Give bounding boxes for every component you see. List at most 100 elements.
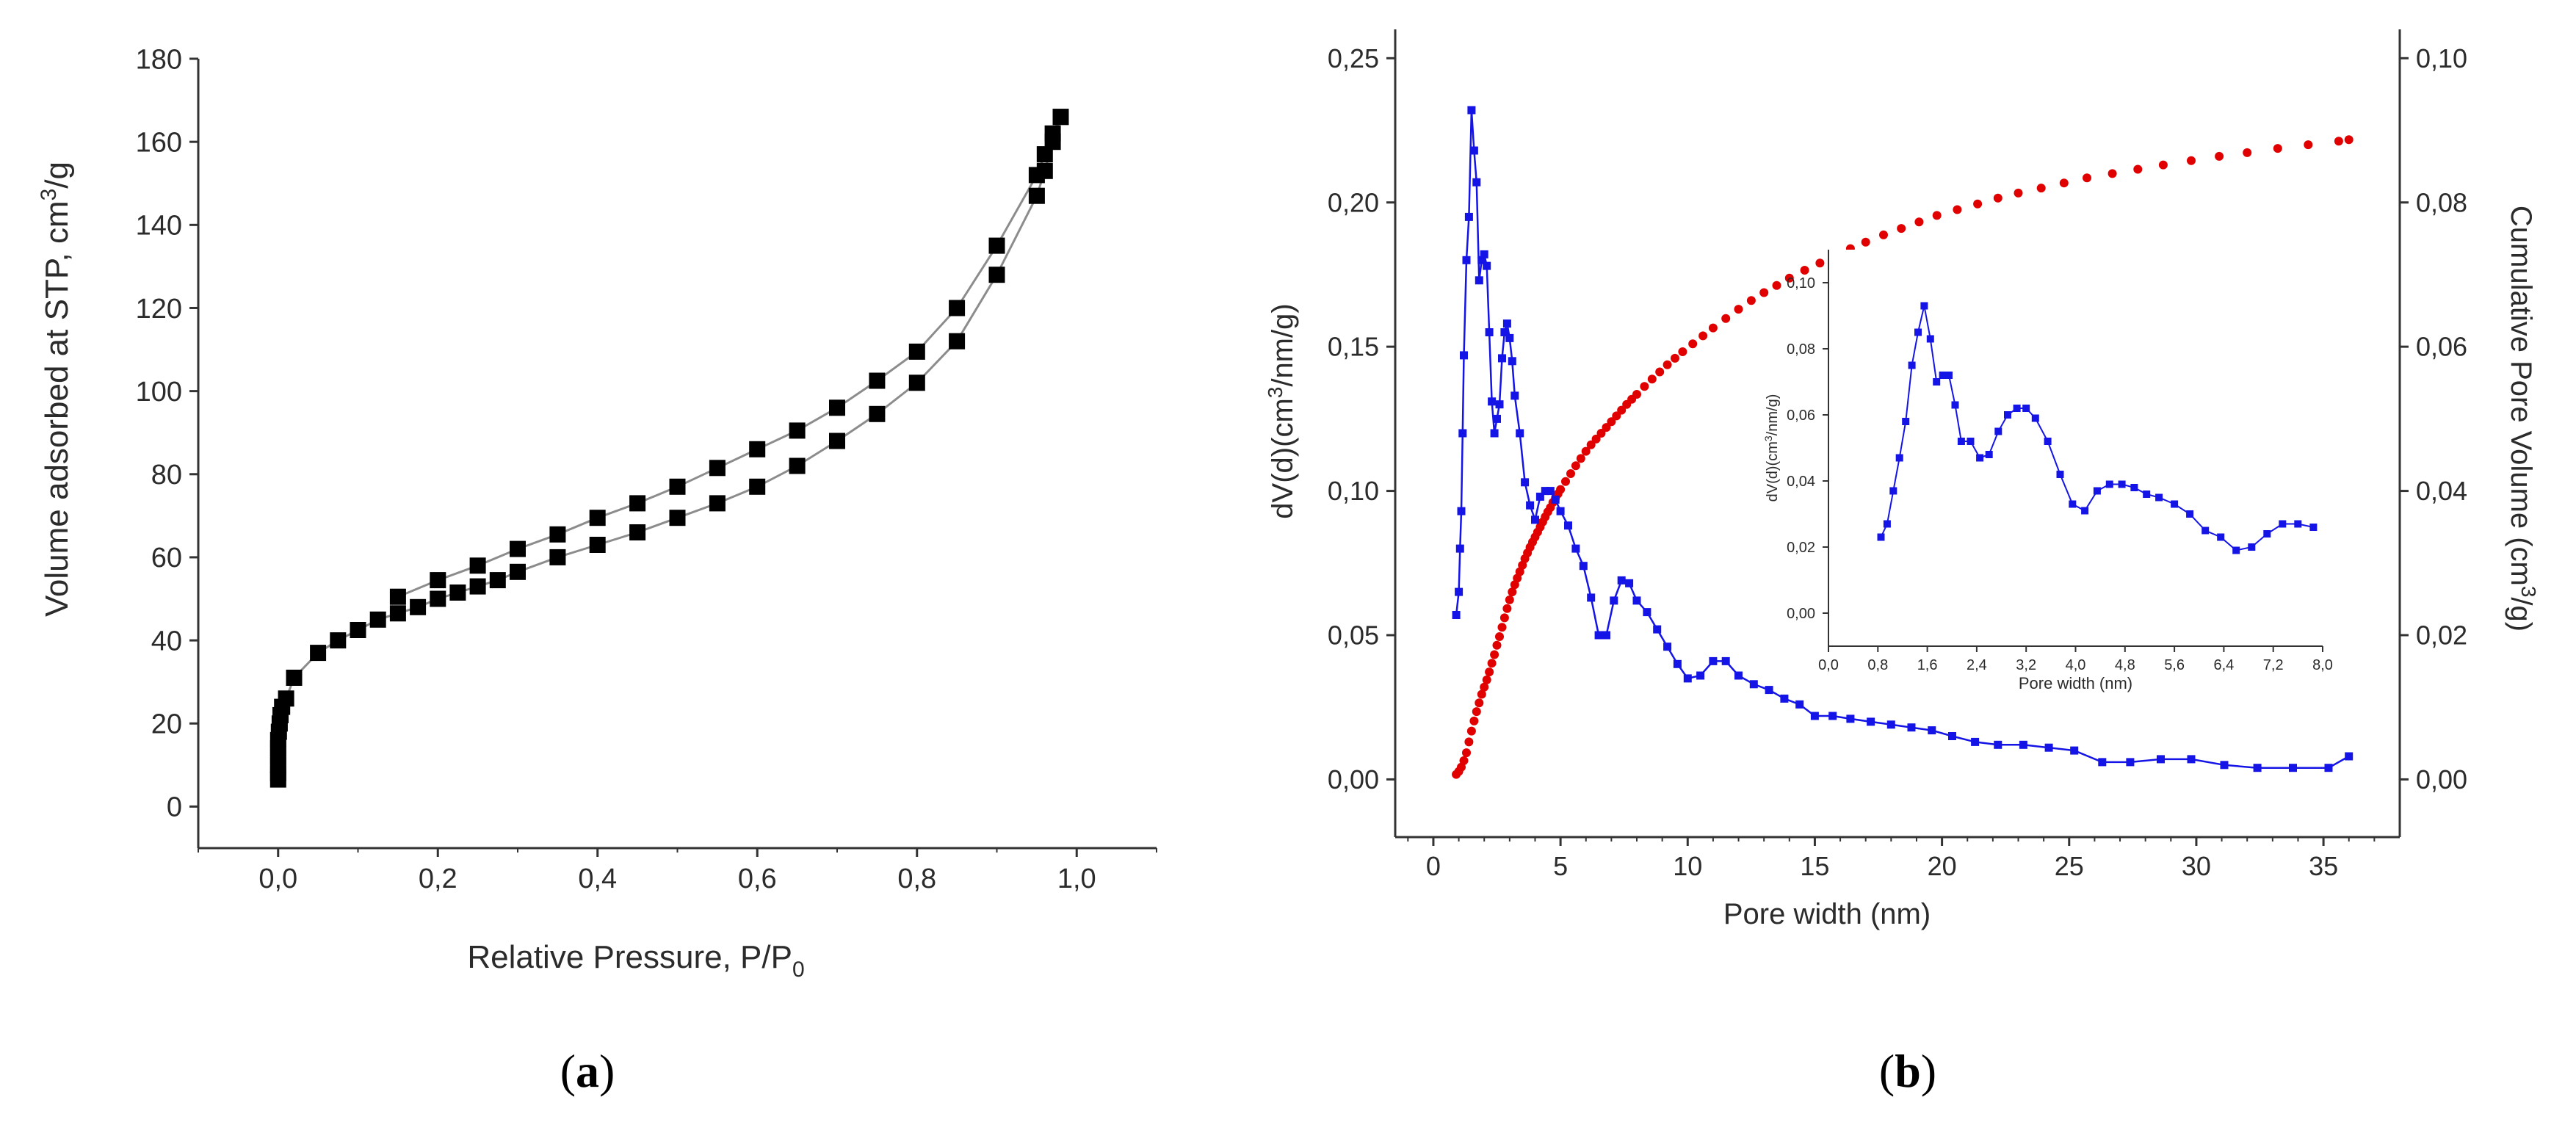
panel-b-psd-point [1475,276,1483,285]
inset-psd-point [2093,487,2101,495]
panel-b-cumulative-point [1581,446,1591,456]
panel-a-y-tick-label: 100 [136,377,182,408]
panel-b-cumulative-point [1879,230,1888,239]
inset-y-label-part: /nm/g) [1765,394,1781,436]
panel-a-y-tick-label: 140 [136,211,182,242]
panel-a-adsorption-point [430,590,446,607]
panel-b-psd-point [2220,761,2229,770]
panel-b-cumulative-point [1477,690,1486,699]
panel-a-adsorption-point [629,524,646,540]
panel-b-cumulative-point [1612,411,1621,421]
panel-b-psd-point [1488,397,1497,406]
panel-a-desorption-point [669,478,686,495]
inset-x-tick-label: 5,6 [2164,657,2185,673]
panel-b-psd-point [1498,354,1506,363]
panel-b-psd-point [2345,752,2354,761]
panel-b-psd-point [1971,737,1980,746]
panel-b-psd-point [1521,478,1530,487]
panel-b-cumulative-point [2158,160,2168,170]
panel-b-psd-point [1477,256,1486,264]
panel-b-cumulative-point [1632,390,1641,399]
inset-y-label-part: dV(d)(cm [1765,441,1781,502]
panel-b-cumulative-point [1759,288,1769,297]
panel-b-inset-chart: 0,0 0,8 1,6 2,4 3,2 4,0 4,8 5,6 6,4 7,2 8,0 0,00 0,0… [1762,250,2333,692]
panel-b-psd-point [1617,576,1626,584]
inset-y-tick-label: 0,02 [1787,540,1815,556]
panel-b-psd-point [1734,671,1743,680]
panel-b-cumulative-point [2304,140,2313,150]
panel-a-adsorption-point [988,267,1005,283]
panel-a-adsorption-point [949,333,966,350]
panel-a-chart: 0,0 0,2 0,4 0,6 0,8 1,0 0 20 40 60 80 100 120 140 160 1… [136,44,1157,894]
panel-a-desorption-point [389,588,406,605]
panel-b-cumulative-point [1897,224,1906,234]
panel-b-y2-tick-label: 0,08 [2416,187,2467,217]
panel-b-psd-point [2098,758,2107,767]
inset-y-tick-label: 0,00 [1787,606,1815,622]
panel-b-psd-point [2044,743,2053,752]
panel-b-psd-point [2126,758,2135,767]
panel-b-y2-tick-label: 0,10 [2416,43,2467,73]
panel-a-y-tick-label: 0 [167,792,182,823]
panel-a-adsorption-point [469,578,486,595]
inset-psd-point [2031,414,2039,422]
panel-b-psd-point [1458,429,1467,438]
panel-b-cumulative-point [1861,237,1870,247]
panel-b-x-tick-label: 15 [1800,851,1829,881]
panel-a-adsorption-point [749,478,766,495]
panel-b-cumulative-point [2014,188,2023,198]
panel-a-adsorption-point [310,645,327,662]
panel-b-psd-point [1828,712,1837,720]
panel-b-psd-point [1452,611,1461,619]
inset-psd-point [1945,372,1953,379]
panel-a-adsorption-point [330,632,347,649]
panel-b-psd-point [1485,328,1494,336]
panel-a-desorption-point [1028,167,1045,184]
inset-background [1828,250,2323,646]
inset-psd-point [2217,533,2225,541]
inset-psd-point [1877,533,1885,541]
panel-a-desorption-point [949,300,966,316]
panel-b-cumulative-point [1485,667,1494,677]
panel-b-cumulative-point [1914,217,1924,227]
panel-b-cumulative-point [1746,296,1756,305]
panel-b-cumulative-point [1698,331,1708,341]
inset-psd-point [1933,378,1941,386]
panel-b-x-tick-label: 0 [1426,851,1441,881]
panel-b-cumulative-point [1932,211,1942,220]
panel-b-psd-point [1749,680,1758,689]
panel-b-psd-point [2019,740,2027,749]
panel-b-cumulative-point [1671,353,1679,363]
panel-b-psd-point [1508,357,1516,366]
panel-a-desorption-line [397,116,1062,598]
panel-b-cumulative-point [2334,137,2343,146]
panel-b-psd-point [1683,674,1692,683]
panel-b-psd-point [1483,261,1491,270]
panel-b-cumulative-point [1602,423,1611,432]
panel-b-cumulative-point [1655,367,1665,377]
inset-psd-point [2201,526,2210,535]
panel-b-cumulative-point [1495,632,1504,641]
inset-psd-point [2056,471,2064,478]
inset-psd-point [1994,427,2002,435]
panel-b-psd-point [1632,596,1641,605]
panel-b-cumulative-point [1596,429,1606,438]
inset-psd-point [2022,405,2030,412]
panel-b-cumulative-point [2344,135,2354,145]
panel-a-y-tick-label: 80 [151,460,182,491]
panel-a-x-tick-label: 0,8 [897,864,936,894]
panel-b-chart: 0 5 10 15 20 25 30 35 0,00 0,05 0,10 0,15 0,20 0,25 0,… [1328,29,2467,881]
panel-b-x-tick-label: 5 [1553,851,1568,881]
inset-psd-point [1914,328,1922,336]
panel-b-psd-point [1455,544,1464,553]
inset-psd-point [1976,454,1984,462]
panel-a-adsorption-point [489,572,506,589]
panel-b-cumulative-point [1556,485,1566,494]
panel-b-psd-point [1457,507,1466,515]
inset-psd-point [1985,451,1993,458]
panel-b-y-tick-label: 0,20 [1328,187,1379,217]
panel-b-psd-point [2157,755,2165,764]
panel-b-cumulative-point [1734,305,1743,314]
panel-a-desorption-point [749,441,766,457]
panel-b-psd-point [1541,487,1549,496]
